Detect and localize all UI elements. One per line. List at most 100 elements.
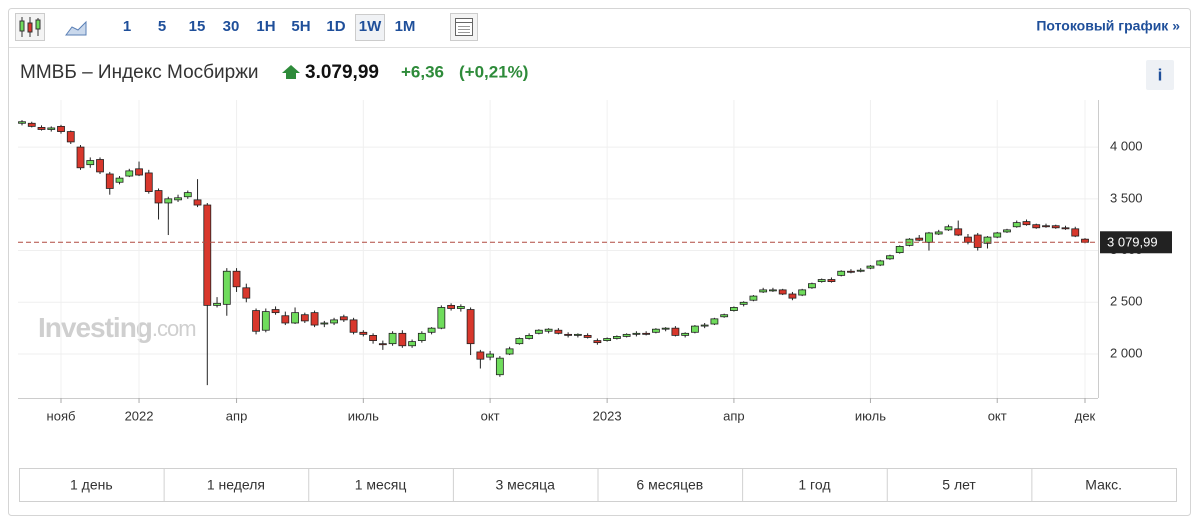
candle-body	[769, 289, 777, 292]
candle-body	[27, 122, 36, 127]
interval-button[interactable]: 5H	[291, 18, 310, 35]
price: 3.079,99	[305, 62, 379, 83]
watermark-brand: Investing	[38, 312, 152, 343]
candle-body	[330, 319, 338, 324]
candle-body	[739, 301, 748, 305]
candle-body	[983, 236, 992, 244]
table-icon[interactable]	[450, 13, 478, 41]
candle-body	[837, 270, 846, 276]
candle-body	[37, 127, 46, 130]
interval-button[interactable]: 15	[189, 18, 206, 35]
period-button[interactable]: 3 месяца	[495, 477, 555, 493]
candle-body	[964, 236, 972, 243]
candle-body	[1061, 227, 1070, 230]
candle-body	[447, 304, 456, 309]
period-button[interactable]: 1 год	[798, 477, 830, 493]
candle-body	[388, 332, 397, 345]
candle-body	[310, 312, 319, 326]
interval-button[interactable]: 1W	[359, 18, 382, 35]
x-tick-label: 2022	[125, 408, 154, 423]
candle-body	[778, 289, 787, 295]
candle-body	[681, 332, 690, 336]
candle-body	[925, 232, 933, 243]
interval-button[interactable]: 1	[123, 18, 131, 35]
candle-body	[876, 260, 885, 266]
info-button[interactable]	[1146, 60, 1174, 90]
candle-body	[300, 314, 309, 322]
candles-icon[interactable]	[15, 13, 45, 41]
period-button[interactable]: 1 день	[70, 477, 113, 493]
candle-body	[554, 329, 563, 334]
period-button[interactable]: 1 месяц	[355, 477, 407, 493]
instrument-name: ММВБ – Индекс Мосбиржи	[20, 62, 259, 83]
candle-body	[339, 316, 348, 321]
candle-body	[651, 328, 660, 333]
period-button[interactable]: 1 неделя	[207, 477, 265, 493]
candle-body	[281, 315, 290, 324]
period-button[interactable]: 5 лет	[942, 477, 976, 493]
candle-body	[1042, 225, 1050, 228]
candle-body	[1071, 228, 1080, 237]
period-button[interactable]: 6 месяцев	[636, 477, 703, 493]
candle-body	[456, 306, 465, 309]
candle-body	[573, 333, 582, 336]
period-button[interactable]: Макс.	[1085, 477, 1122, 493]
candle-body	[895, 246, 904, 254]
candle-body	[798, 289, 807, 296]
interval-button[interactable]: 1M	[395, 18, 416, 35]
candle-body	[193, 199, 202, 206]
interval-button[interactable]: 1H	[256, 18, 275, 35]
x-tick-label: апр	[226, 408, 248, 423]
candle-body	[1012, 222, 1021, 228]
candle-body	[603, 338, 612, 341]
candle-body	[759, 289, 768, 293]
interval-button[interactable]: 5	[158, 18, 166, 35]
candle-body	[944, 226, 953, 231]
candle-body	[700, 324, 709, 327]
candle-body	[86, 160, 95, 166]
interval-button[interactable]: 1D	[326, 18, 345, 35]
candle-body	[749, 295, 758, 301]
x-tick-label: нояб	[47, 408, 76, 423]
x-tick-label: апр	[723, 408, 745, 423]
candle-body	[66, 131, 75, 143]
candle-body	[213, 302, 221, 306]
candle-body	[671, 327, 680, 336]
candle-body	[291, 312, 299, 324]
candle-body	[525, 334, 534, 339]
y-tick-label: 2 000	[1110, 345, 1143, 360]
streaming-link[interactable]: Потоковый график »	[1036, 18, 1180, 34]
candle-body	[252, 310, 260, 332]
candle-body	[76, 146, 85, 169]
candle-body	[973, 234, 982, 248]
candle-body	[612, 336, 621, 339]
watermark-suffix: .com	[152, 316, 196, 341]
candle-body	[583, 334, 592, 338]
candle-body	[486, 353, 495, 358]
candle-body	[242, 287, 251, 299]
last-price-label: 3 079,99	[1107, 235, 1158, 250]
candle-body	[1032, 224, 1041, 229]
area-icon[interactable]	[65, 20, 87, 36]
candle-body	[954, 228, 963, 236]
candle-body	[378, 343, 387, 346]
x-tick-label: июль	[348, 408, 379, 423]
x-tick-label: окт	[481, 408, 500, 423]
candle-body	[1003, 229, 1011, 233]
candle-body	[105, 173, 114, 189]
candle-body	[115, 177, 124, 183]
candle-body	[427, 327, 436, 333]
candle-body	[261, 311, 270, 331]
candle-body	[827, 279, 836, 282]
candle-body	[622, 333, 631, 337]
candle-body	[934, 231, 943, 235]
interval-button[interactable]: 30	[223, 18, 240, 35]
candle-body	[856, 269, 865, 272]
candle-body	[544, 328, 553, 332]
candle-body	[505, 348, 514, 355]
candle-body	[593, 340, 602, 344]
candle-body	[886, 255, 894, 260]
candle-body	[564, 333, 573, 336]
